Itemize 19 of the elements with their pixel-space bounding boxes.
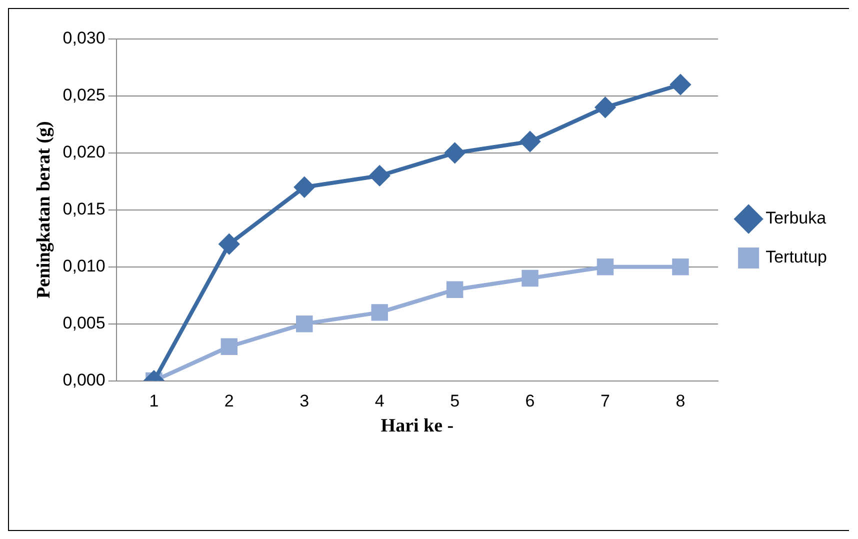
x-tick-label: 6 xyxy=(525,392,535,411)
x-tick-label: 1 xyxy=(149,392,159,411)
legend-label: Terbuka xyxy=(766,208,827,228)
y-tick-label: 0,005 xyxy=(62,314,106,333)
x-tick-label: 2 xyxy=(224,392,234,411)
x-tick-label: 4 xyxy=(374,392,384,411)
x-tick-label: 3 xyxy=(300,392,310,411)
y-tick-label: 0,015 xyxy=(62,200,106,219)
x-tick-label: 7 xyxy=(600,392,610,411)
y-axis-title: Peningkatan berat (g) xyxy=(33,121,54,299)
x-tick-label: 8 xyxy=(676,392,686,411)
legend-label: Tertutup xyxy=(766,248,828,267)
y-tick-label: 0,020 xyxy=(62,142,106,162)
y-tick-label: 0,025 xyxy=(62,86,106,105)
y-tick-label: 0,010 xyxy=(62,256,106,276)
y-tick-label: 0,030 xyxy=(62,28,106,48)
x-axis-title: Hari ke - xyxy=(380,416,454,437)
x-tick-label: 5 xyxy=(450,392,460,411)
y-tick-label: 0,000 xyxy=(62,370,106,390)
